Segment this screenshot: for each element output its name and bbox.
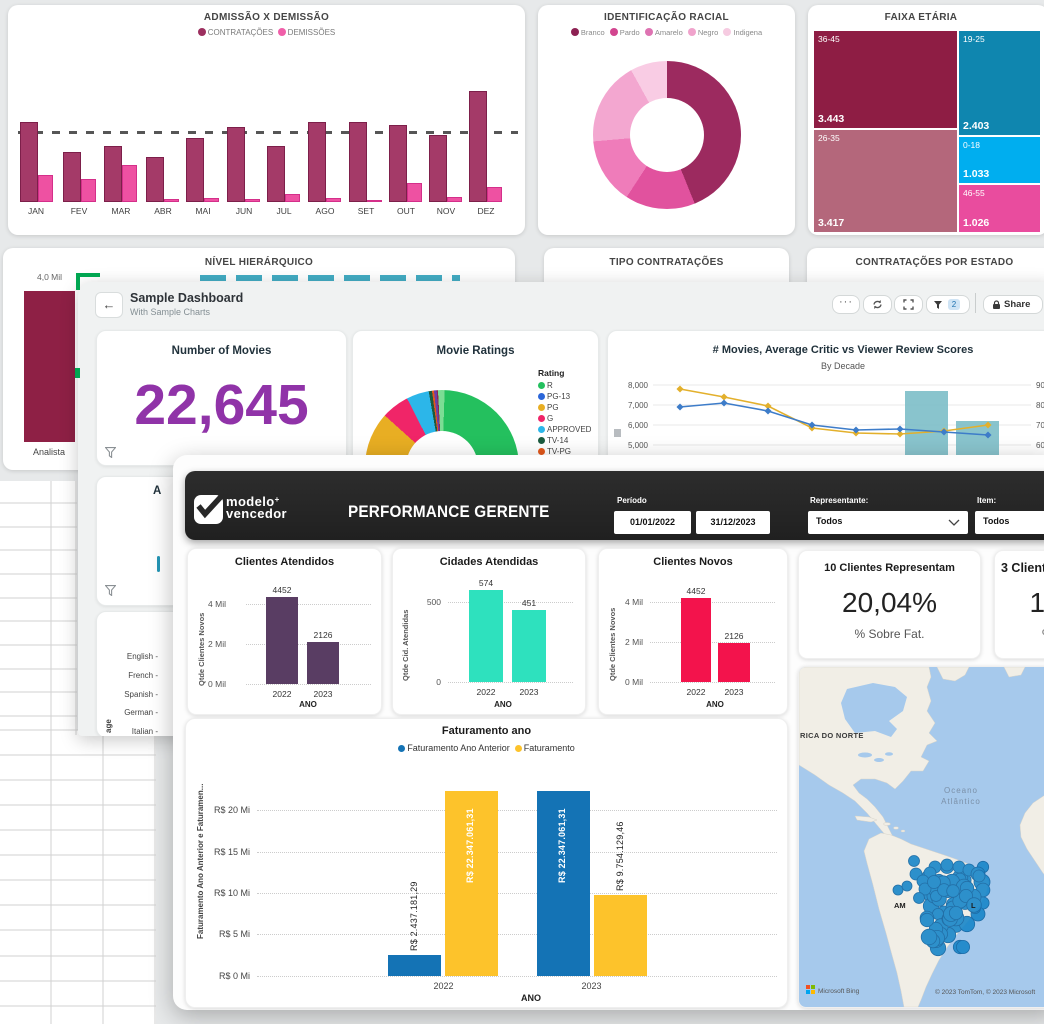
svg-text:70: 70 [1036, 421, 1044, 430]
svg-text:© 2023 TomTom, © 2023 Microsof: © 2023 TomTom, © 2023 Microsoft [935, 988, 1035, 996]
svg-text:Atlântico: Atlântico [941, 797, 981, 806]
svg-text:80: 80 [1036, 401, 1044, 410]
svg-text:90: 90 [1036, 381, 1044, 390]
svg-text:5,000: 5,000 [628, 441, 649, 450]
svg-text:7,000: 7,000 [628, 401, 649, 410]
svg-text:Microsoft Bing: Microsoft Bing [818, 988, 860, 995]
svg-text:6,000: 6,000 [628, 421, 649, 430]
svg-text:AM: AM [894, 901, 906, 910]
svg-text:Oceano: Oceano [944, 786, 978, 795]
svg-text:L: L [971, 901, 976, 910]
svg-text:60: 60 [1036, 441, 1044, 450]
svg-text:RICA DO NORTE: RICA DO NORTE [800, 731, 864, 740]
svg-text:8,000: 8,000 [628, 381, 649, 390]
